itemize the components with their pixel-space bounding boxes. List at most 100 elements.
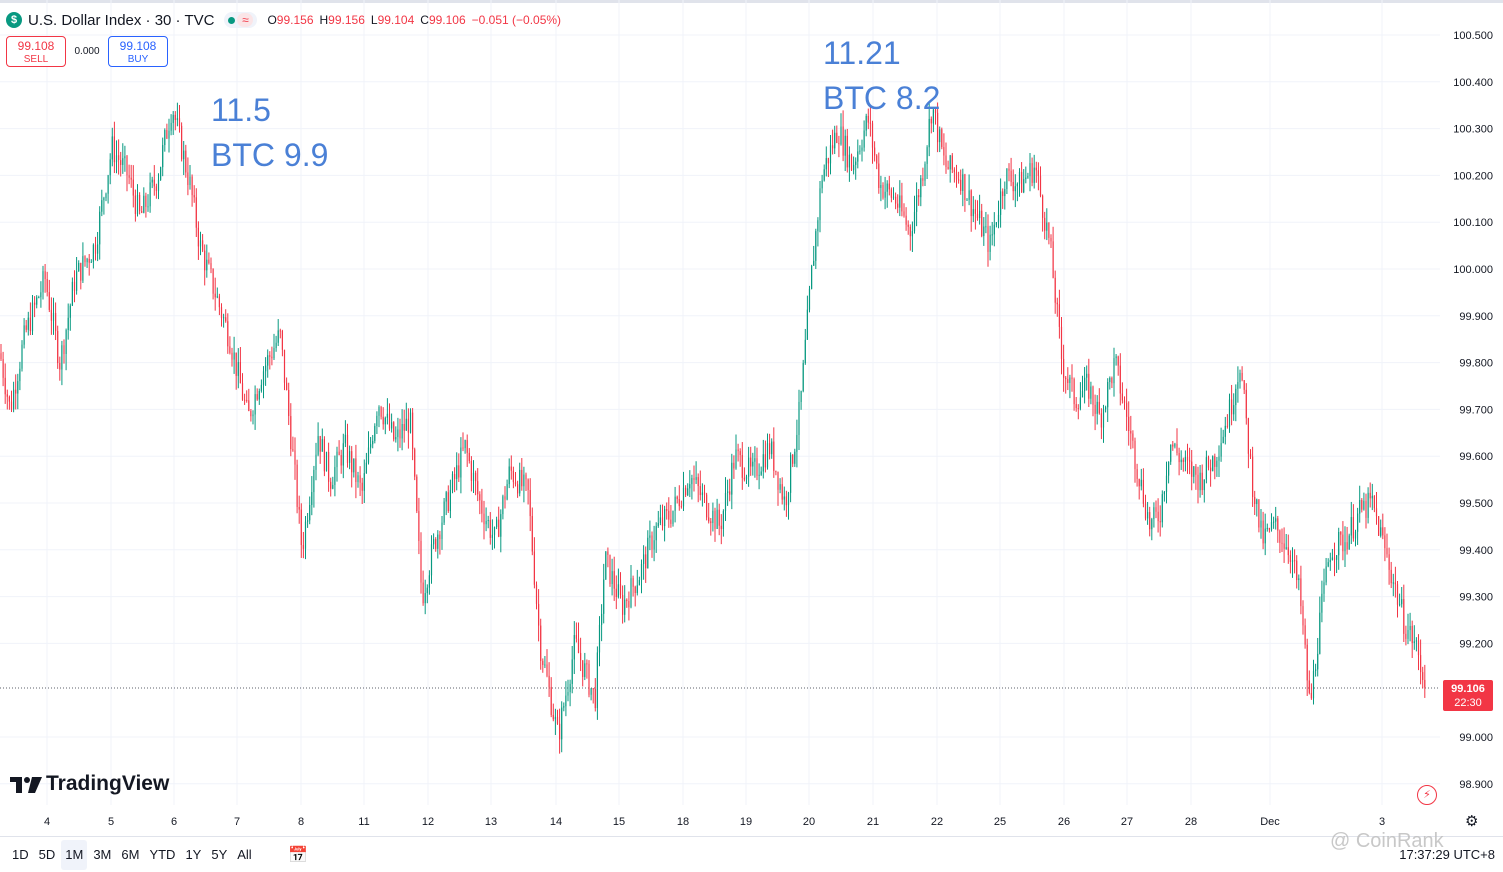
candle-body xyxy=(1048,222,1050,238)
candle xyxy=(1058,289,1060,339)
market-status[interactable]: ≈ xyxy=(224,12,258,28)
candle xyxy=(829,134,832,175)
candle-body xyxy=(1222,436,1224,444)
candle-body xyxy=(827,158,829,164)
annotation-1[interactable]: 11.5 BTC 9.9 xyxy=(211,88,328,178)
timeframe-all[interactable]: All xyxy=(237,846,252,862)
candle xyxy=(1191,449,1193,491)
candle xyxy=(244,393,246,405)
candle-body xyxy=(529,490,531,517)
candle xyxy=(1136,463,1138,487)
candle-body xyxy=(703,492,706,495)
buy-button[interactable]: 99.108 BUY xyxy=(108,36,168,67)
time-tick-label: 28 xyxy=(1185,816,1197,828)
candle xyxy=(922,167,924,187)
candle-body xyxy=(674,496,676,511)
candle xyxy=(934,108,937,125)
candle xyxy=(1264,513,1266,556)
candle-body xyxy=(1149,512,1151,530)
candle xyxy=(834,125,836,155)
candle-body xyxy=(1212,456,1214,472)
candle xyxy=(288,382,290,426)
candle-body xyxy=(1123,400,1126,403)
candle-body xyxy=(273,348,275,359)
lightning-icon[interactable]: ⚡ xyxy=(1417,785,1437,805)
candle xyxy=(424,579,426,615)
sell-button[interactable]: 99.108 SELL xyxy=(6,36,66,67)
candle-body xyxy=(1033,167,1035,183)
candle-body xyxy=(846,135,848,168)
timeframe-1y[interactable]: 1Y xyxy=(185,846,202,862)
candle xyxy=(1296,555,1298,589)
candle xyxy=(1069,374,1071,399)
candle xyxy=(716,498,718,529)
tradingview-logo[interactable]: TradingView xyxy=(10,772,169,796)
chart-canvas[interactable]: 100.500 100.400 100.300 100.200 100.100 100.0… xyxy=(0,0,1503,836)
annotation-2[interactable]: 11.21 BTC 8.2 xyxy=(823,31,940,121)
candle-body xyxy=(1115,356,1117,359)
trade-buttons: 99.108 SELL 0.000 99.108 BUY xyxy=(6,36,168,67)
candle xyxy=(615,575,617,610)
candle xyxy=(949,154,951,183)
candle-body xyxy=(300,509,302,546)
candle-body xyxy=(101,200,103,212)
clock[interactable]: 17:37:29 UTC+8 xyxy=(1399,847,1495,862)
candle-body xyxy=(1243,380,1245,390)
candle-body xyxy=(918,195,920,198)
candle xyxy=(210,257,212,274)
candle xyxy=(504,486,506,509)
price-tick-label: 100.100 xyxy=(1453,217,1493,229)
candle-body xyxy=(307,520,309,522)
candle xyxy=(1178,447,1180,476)
candle xyxy=(1029,152,1031,192)
timeframe-1m[interactable]: 1M xyxy=(61,839,88,870)
candle xyxy=(718,503,720,536)
ohlc-key: H xyxy=(319,13,329,27)
candle-body xyxy=(23,325,25,345)
candle-body xyxy=(1401,599,1403,605)
candle xyxy=(34,296,36,318)
candle xyxy=(1373,495,1375,513)
candle xyxy=(27,311,29,336)
candle xyxy=(248,388,250,412)
timeframe-5d[interactable]: 5D xyxy=(38,846,56,862)
candle xyxy=(1151,517,1153,541)
symbol-header[interactable]: $ U.S. Dollar Index · 30 · TVC ≈ O99.156… xyxy=(6,10,561,30)
candle-body xyxy=(693,478,695,480)
candle xyxy=(886,180,888,208)
candle xyxy=(258,388,260,405)
candle xyxy=(983,217,985,246)
candle xyxy=(968,174,970,206)
candle xyxy=(126,154,128,192)
candle-body xyxy=(981,210,983,237)
calendar-icon[interactable]: 📅 xyxy=(288,847,308,864)
candle xyxy=(588,660,590,698)
candle xyxy=(955,164,958,188)
candle xyxy=(1394,566,1396,598)
candle xyxy=(519,462,521,497)
candle xyxy=(966,198,968,201)
candle-body xyxy=(657,522,659,527)
timeframe-ytd[interactable]: YTD xyxy=(149,846,176,862)
gear-icon[interactable]: ⚙ xyxy=(1465,813,1479,830)
candle xyxy=(304,516,307,560)
candle xyxy=(991,221,993,246)
timeframe-6m[interactable]: 6M xyxy=(121,846,140,862)
candle-body xyxy=(176,118,178,121)
candle xyxy=(819,180,821,233)
candle-body xyxy=(930,118,932,124)
candle xyxy=(17,373,19,410)
candle xyxy=(1346,526,1348,555)
candle-body xyxy=(508,466,510,485)
candle-body xyxy=(1207,457,1210,468)
candle xyxy=(905,207,907,231)
candle xyxy=(460,437,462,494)
candle-body xyxy=(437,534,439,549)
timeframe-5y[interactable]: 5Y xyxy=(211,846,228,862)
timeframe-3m[interactable]: 3M xyxy=(93,846,112,862)
timeframe-1d[interactable]: 1D xyxy=(12,846,29,862)
candle xyxy=(1155,500,1157,519)
candle-body xyxy=(1054,277,1056,303)
symbol-title[interactable]: U.S. Dollar Index · 30 · TVC xyxy=(28,11,215,29)
candle-body xyxy=(475,472,477,482)
